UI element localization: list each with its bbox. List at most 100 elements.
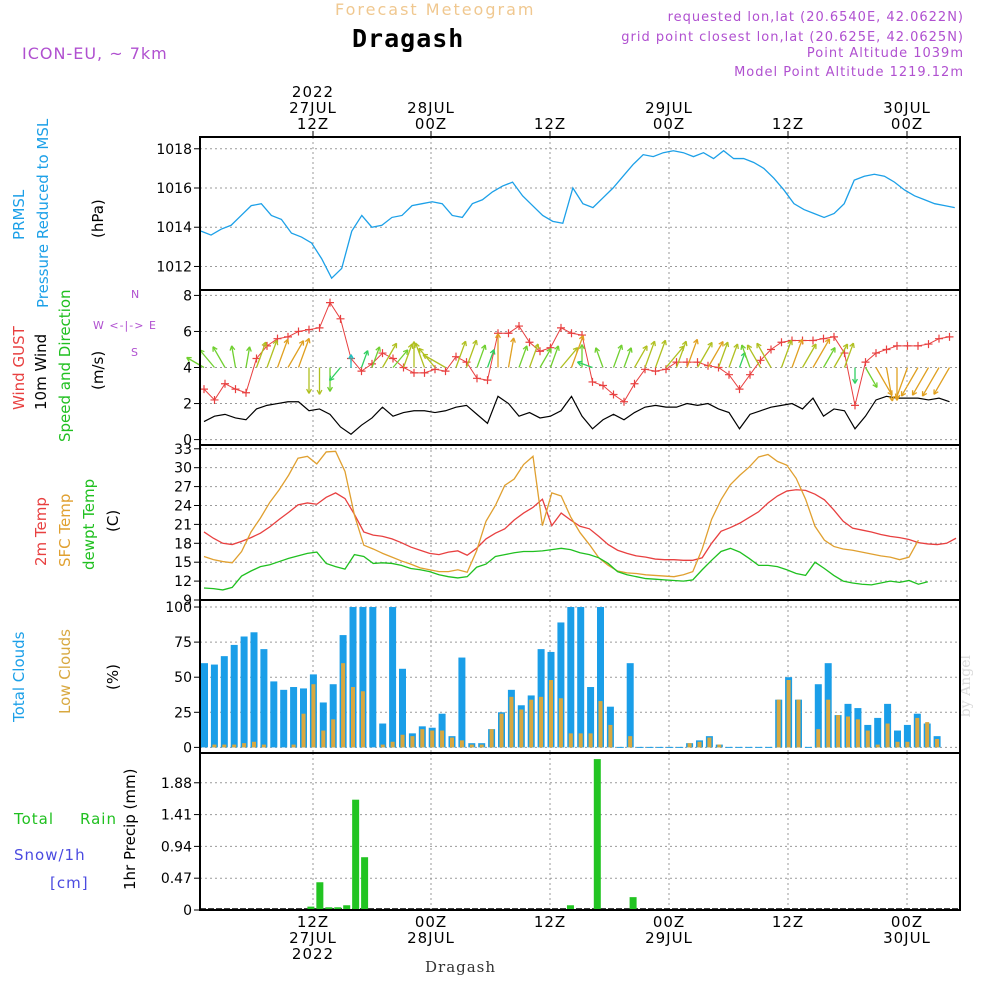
wind-gust-marker: [777, 338, 786, 347]
requested-coordinates: requested lon,lat (20.6540E, 42.0622N): [667, 10, 964, 25]
total-cloud-bar: [874, 717, 882, 748]
chart-supertitle: Forecast Meteogram: [335, 0, 536, 19]
compass-south: S: [131, 346, 138, 359]
wind-gust-marker: [515, 322, 523, 331]
wind-gust-marker: [567, 329, 576, 338]
wind-arrow-head: [328, 375, 335, 382]
wind-direction-arrow: [644, 340, 656, 368]
low-cloud-bar: [232, 744, 237, 748]
y-tick-label: 0: [183, 433, 192, 449]
wind-arrow-head: [402, 349, 409, 355]
wind-gust-marker: [357, 367, 366, 376]
wind-arrow-head: [824, 338, 831, 344]
rain-bar: [343, 905, 351, 910]
low-cloud-bar: [885, 723, 890, 748]
y-tick-label: 1012: [156, 259, 192, 275]
wind-arrow-head: [481, 344, 487, 350]
y-tick-label: 0.47: [161, 871, 192, 887]
time-label-top: 30JUL: [883, 99, 931, 117]
low-cloud-bar: [242, 743, 247, 748]
wind-gust-marker: [294, 327, 303, 336]
marks-layer: [186, 149, 960, 910]
wind-direction-arrow: [623, 347, 632, 368]
time-label-bottom: 00Z: [891, 913, 923, 931]
chart-title: Dragash: [352, 24, 465, 53]
low-cloud-bar: [400, 734, 405, 748]
total-cloud-bar: [319, 702, 327, 748]
label-cm: [cm]: [50, 874, 89, 892]
wind-arrow-head: [306, 388, 312, 394]
wind-arrow-head: [733, 343, 739, 350]
wind-arrow-head: [842, 343, 849, 350]
wind-direction-arrow: [741, 344, 751, 368]
total-cloud-bar: [894, 730, 901, 748]
wind-direction-arrow: [686, 339, 698, 368]
wind-gust-marker: [231, 385, 240, 394]
wind-direction-arrow: [885, 367, 894, 402]
low-cloud-bar: [915, 717, 920, 748]
low-cloud-bar: [519, 709, 524, 748]
time-label-top: 12Z: [297, 115, 329, 133]
wind-arrow-head: [272, 339, 279, 346]
wind-gust-marker: [525, 338, 534, 347]
low-cloud-bar: [855, 719, 860, 748]
wind-arrow-head: [261, 341, 268, 348]
wind-arrow-head: [723, 341, 730, 348]
y-tick-label: 33: [174, 442, 192, 458]
wind-gust-marker: [200, 385, 208, 394]
wind-arrow-head: [894, 393, 901, 399]
low-cloud-bar: [935, 738, 940, 748]
wind-arrow-head: [461, 340, 467, 347]
wind-arrow-head: [533, 343, 540, 350]
time-label-bottom: 28JUL: [407, 929, 455, 947]
wind-direction-arrow: [402, 343, 413, 368]
wind-gust-marker: [609, 390, 618, 399]
time-label-bottom: 12Z: [297, 913, 329, 931]
wind-direction-arrow: [895, 367, 909, 399]
wind-direction-arrow: [875, 367, 893, 396]
low-cloud-bar: [796, 699, 801, 748]
wind-direction-arrow: [791, 339, 803, 368]
wind-gust-marker: [462, 358, 471, 367]
low-cloud-bar: [341, 663, 346, 748]
wind-direction-arrow: [570, 335, 584, 368]
wind-direction-arrow: [381, 342, 398, 368]
wind-arrow-head: [872, 382, 878, 388]
wind-direction-arrow: [255, 341, 267, 368]
wind-direction-arrow: [549, 345, 559, 368]
wind-gust-marker: [672, 358, 681, 367]
total-cloud-bar: [270, 681, 278, 748]
wind-arrow-head: [578, 335, 585, 341]
wind-direction-arrow: [245, 346, 251, 368]
y-tick-label: 1.41: [161, 808, 192, 824]
wind-direction-arrow: [717, 341, 729, 368]
wind-direction-arrow: [212, 346, 226, 368]
low-cloud-bar: [420, 729, 425, 748]
wind-arrow-head: [304, 337, 311, 344]
wind-arrow-head: [933, 389, 939, 395]
wind-gust-marker: [315, 323, 324, 332]
low-cloud-bar: [707, 737, 712, 748]
wind-direction-arrow: [738, 352, 746, 368]
wind-arrow-head: [661, 339, 667, 346]
wind-arrow-head: [830, 347, 836, 353]
point-altitude: Point Altitude 1039m: [806, 46, 964, 61]
wind-arrow-head: [650, 340, 656, 347]
rain-bar: [629, 897, 637, 910]
wind-direction-arrow: [287, 340, 305, 368]
wind-direction-arrow: [822, 347, 836, 368]
wind-gust-marker: [221, 379, 229, 388]
low-cloud-bar: [846, 716, 850, 748]
wind-gust-marker: [872, 349, 880, 358]
total-cloud-bar: [577, 607, 585, 748]
wind-arrow-head: [298, 340, 305, 346]
wind-arrow-head: [852, 378, 858, 384]
low-cloud-bar: [776, 699, 781, 748]
time-label-bottom: 00Z: [653, 913, 685, 931]
wind-direction-arrow: [675, 340, 687, 368]
wind-gust-marker: [420, 368, 429, 377]
y-tick-label: 1018: [156, 142, 192, 158]
series-sfc-temp-line: [203, 450, 919, 578]
y-tick-label: 50: [174, 670, 192, 686]
y-tick-label: 30: [174, 461, 192, 477]
